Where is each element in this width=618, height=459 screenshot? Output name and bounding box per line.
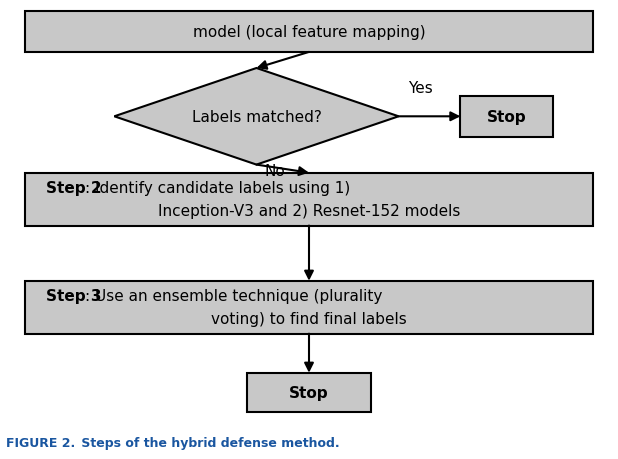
Text: voting) to find final labels: voting) to find final labels <box>211 312 407 326</box>
FancyBboxPatch shape <box>247 373 371 412</box>
Text: : Identify candidate labels using 1): : Identify candidate labels using 1) <box>85 181 350 196</box>
Text: Yes: Yes <box>408 81 433 95</box>
Text: Stop: Stop <box>289 385 329 400</box>
Text: No: No <box>265 163 286 178</box>
FancyBboxPatch shape <box>25 11 593 53</box>
Text: Stop: Stop <box>487 110 527 124</box>
FancyBboxPatch shape <box>25 281 593 334</box>
Text: Steps of the hybrid defense method.: Steps of the hybrid defense method. <box>77 436 340 449</box>
FancyBboxPatch shape <box>460 96 553 138</box>
Text: FIGURE 2.: FIGURE 2. <box>6 436 75 449</box>
Text: Inception-V3 and 2) Resnet-152 models: Inception-V3 and 2) Resnet-152 models <box>158 204 460 218</box>
Polygon shape <box>114 69 399 165</box>
Text: model (local feature mapping): model (local feature mapping) <box>193 25 425 39</box>
Text: Step 2: Step 2 <box>46 181 102 196</box>
Text: Step 3: Step 3 <box>46 289 102 303</box>
Text: Labels matched?: Labels matched? <box>192 110 321 124</box>
FancyBboxPatch shape <box>25 173 593 226</box>
Text: : Use an ensemble technique (plurality: : Use an ensemble technique (plurality <box>85 289 382 303</box>
